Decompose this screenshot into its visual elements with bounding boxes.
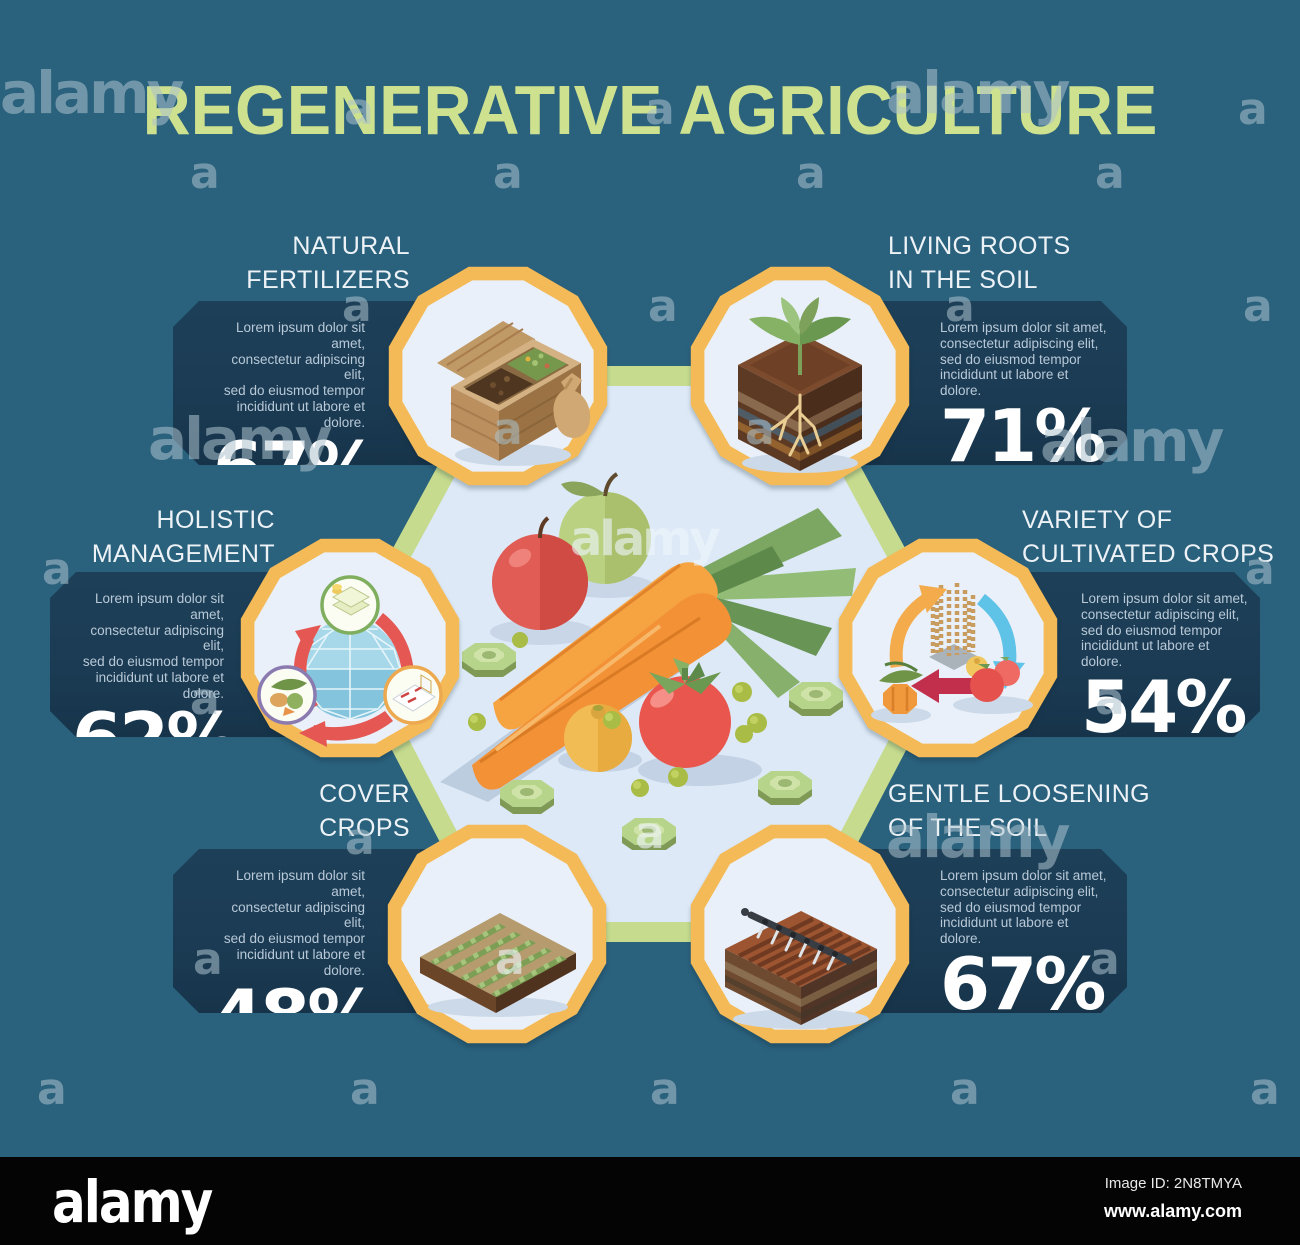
crop-rotation-icon bbox=[838, 538, 1058, 758]
section-title: LIVING ROOTS IN THE SOIL bbox=[888, 232, 1071, 294]
crop-rows bbox=[430, 922, 567, 997]
roots bbox=[770, 393, 822, 457]
section-title: COVER CROPS bbox=[319, 780, 410, 842]
stat-panel: Lorem ipsum dolor sit amet, consectetur … bbox=[50, 572, 412, 737]
carrots-icon bbox=[472, 562, 732, 790]
section-title: NATURAL FERTILIZERS bbox=[246, 232, 410, 294]
carrot-greens-icon bbox=[696, 508, 856, 698]
soil-roots-icon bbox=[690, 266, 910, 486]
soil-harrow-icon bbox=[690, 824, 910, 1044]
alamy-logo: alamy bbox=[52, 1169, 213, 1236]
compost-bin-icon bbox=[388, 266, 608, 486]
cover-crops-field-icon bbox=[387, 824, 607, 1044]
description-text: Lorem ipsum dolor sit amet, consectetur … bbox=[1081, 591, 1248, 670]
holistic-cycle-icon bbox=[240, 538, 460, 758]
section-title: GENTLE LOOSENING OF THE SOIL bbox=[888, 780, 1151, 842]
orange-icon bbox=[564, 704, 632, 772]
description-text: Lorem ipsum dolor sit amet, consectetur … bbox=[940, 868, 1107, 947]
image-id-text: Image ID: 2N8TMYA bbox=[1104, 1175, 1242, 1192]
tomato-icon bbox=[639, 658, 731, 768]
stat-value: 71% bbox=[940, 393, 1104, 478]
description-text: Lorem ipsum dolor sit amet, consectetur … bbox=[940, 320, 1107, 399]
peas-icon bbox=[468, 632, 767, 797]
stat-value: 67% bbox=[940, 941, 1104, 1026]
alamy-url-text: www.alamy.com bbox=[1103, 1201, 1242, 1221]
checklist-marks bbox=[400, 685, 423, 704]
cycle-arrows bbox=[293, 613, 427, 747]
description-text: Lorem ipsum dolor sit amet, consectetur … bbox=[82, 591, 224, 701]
section-title: HOLISTIC MANAGEMENT bbox=[91, 506, 275, 568]
description-text: Lorem ipsum dolor sit amet, consectetur … bbox=[223, 868, 365, 978]
cucumber-slices-icon bbox=[462, 643, 843, 850]
harrow bbox=[741, 908, 853, 971]
description-text: Lorem ipsum dolor sit amet, consectetur … bbox=[223, 320, 365, 430]
page-title: REGENERATIVE AGRICULTURE bbox=[142, 71, 1158, 149]
section-title: VARIETY OF CULTIVATED CROPS bbox=[1022, 506, 1275, 568]
vegetables-illustration bbox=[440, 472, 856, 850]
red-apple-icon bbox=[492, 516, 588, 630]
stat-value: 54% bbox=[1081, 664, 1245, 749]
wheat-stalks bbox=[930, 583, 976, 656]
alamy-footer-bar: alamy Image ID: 2N8TMYA www.alamy.com bbox=[0, 1157, 1300, 1245]
